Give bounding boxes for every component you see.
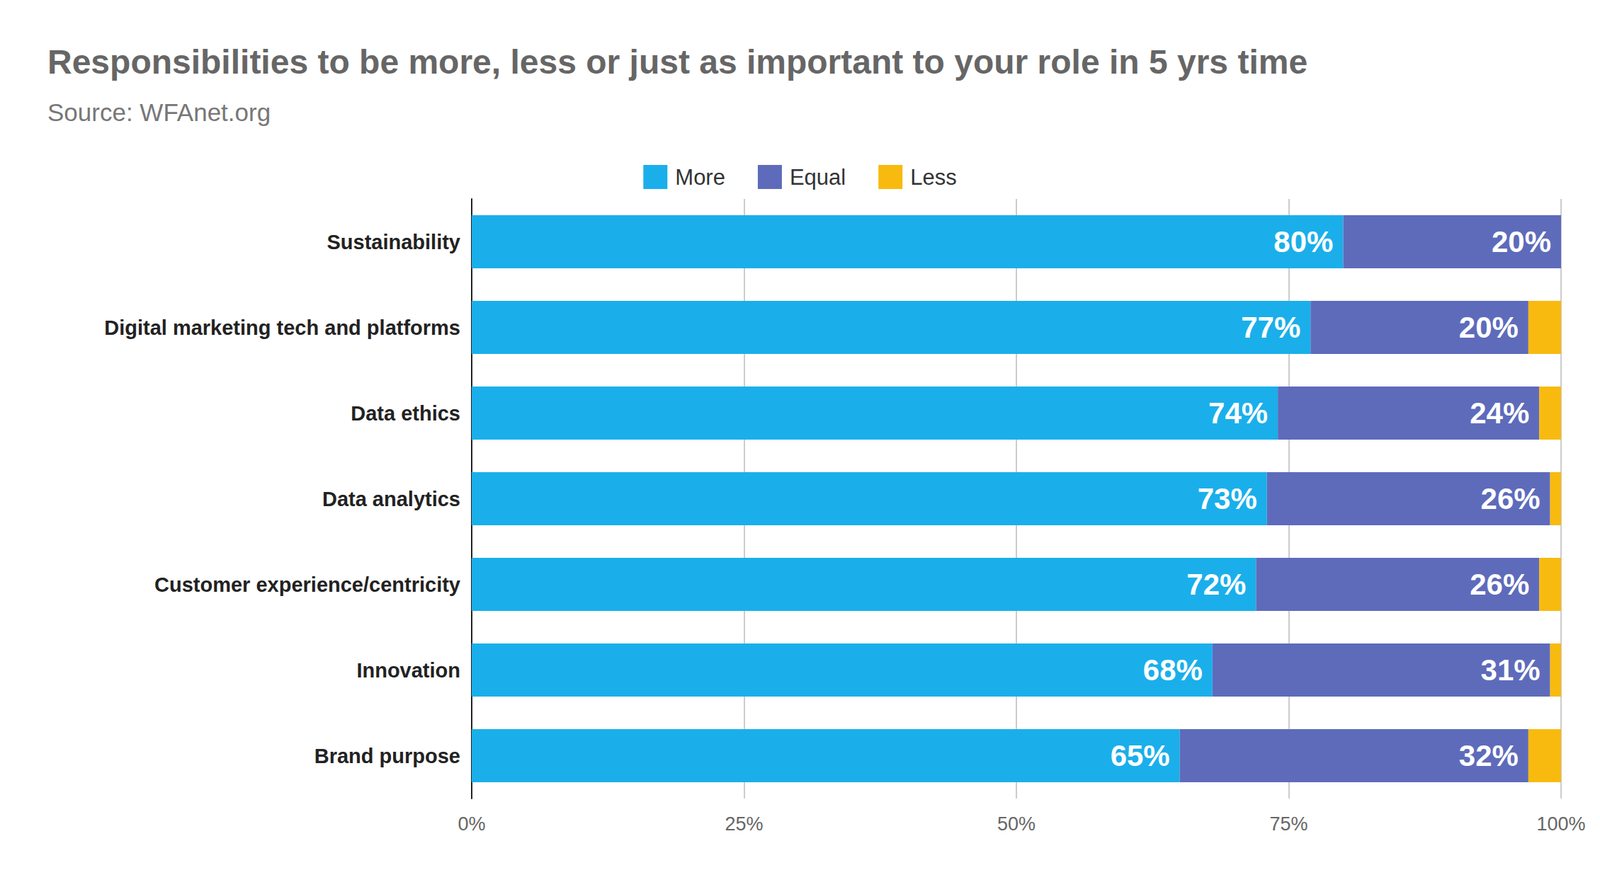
svg-text:Data ethics: Data ethics: [350, 402, 461, 425]
svg-text:74%: 74%: [1208, 396, 1268, 430]
svg-text:77%: 77%: [1240, 310, 1301, 345]
svg-text:65%: 65%: [1110, 739, 1171, 773]
svg-text:26%: 26%: [1469, 568, 1530, 602]
svg-text:More: More: [674, 165, 726, 190]
svg-text:Brand purpose: Brand purpose: [314, 745, 461, 768]
svg-text:75%: 75%: [1269, 813, 1308, 836]
svg-text:Less: Less: [910, 165, 957, 190]
svg-text:Customer experience/centricity: Customer experience/centricity: [154, 573, 461, 597]
svg-text:20%: 20%: [1491, 225, 1552, 259]
svg-text:73%: 73%: [1197, 482, 1258, 516]
svg-text:Equal: Equal: [789, 165, 846, 190]
svg-text:Source: WFAnet.org: Source: WFAnet.org: [47, 98, 271, 127]
svg-text:68%: 68%: [1143, 653, 1203, 688]
svg-text:Innovation: Innovation: [356, 659, 461, 683]
svg-text:100%: 100%: [1536, 813, 1586, 836]
svg-text:26%: 26%: [1481, 482, 1541, 516]
svg-text:Sustainability: Sustainability: [326, 230, 461, 254]
svg-text:0%: 0%: [457, 813, 486, 836]
svg-text:72%: 72%: [1186, 568, 1246, 602]
svg-text:80%: 80%: [1273, 225, 1333, 259]
svg-text:24%: 24%: [1469, 396, 1530, 430]
svg-text:31%: 31%: [1481, 653, 1541, 688]
svg-text:25%: 25%: [724, 813, 763, 836]
svg-text:50%: 50%: [997, 813, 1036, 836]
svg-text:Data analytics: Data analytics: [322, 488, 461, 511]
svg-text:32%: 32%: [1459, 739, 1519, 773]
svg-text:20%: 20%: [1459, 310, 1519, 345]
svg-text:Responsibilities to be more, l: Responsibilities to be more, less or jus…: [47, 43, 1308, 81]
svg-text:Digital marketing tech and pla: Digital marketing tech and platforms: [104, 316, 461, 340]
